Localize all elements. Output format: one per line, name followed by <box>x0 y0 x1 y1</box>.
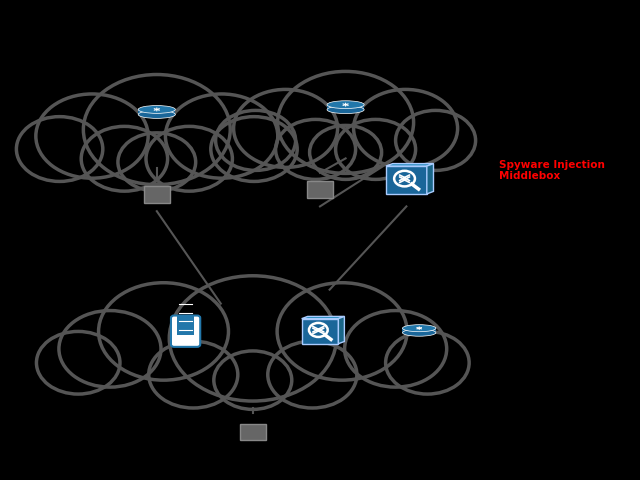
Polygon shape <box>386 164 433 166</box>
Text: Spyware Injection
Middlebox: Spyware Injection Middlebox <box>499 159 605 181</box>
Ellipse shape <box>403 324 436 332</box>
FancyBboxPatch shape <box>138 109 175 115</box>
Polygon shape <box>339 316 344 344</box>
Polygon shape <box>427 164 433 194</box>
FancyBboxPatch shape <box>327 104 364 110</box>
Polygon shape <box>386 166 427 194</box>
FancyBboxPatch shape <box>177 316 194 335</box>
Polygon shape <box>301 319 339 344</box>
Ellipse shape <box>403 329 436 336</box>
Ellipse shape <box>327 106 364 114</box>
Bar <box>307 181 333 198</box>
Ellipse shape <box>138 106 175 113</box>
Ellipse shape <box>327 101 364 108</box>
Ellipse shape <box>138 110 175 119</box>
FancyBboxPatch shape <box>171 315 200 347</box>
Bar <box>240 424 266 441</box>
FancyBboxPatch shape <box>403 328 436 333</box>
Polygon shape <box>301 316 344 319</box>
Bar <box>144 186 170 203</box>
